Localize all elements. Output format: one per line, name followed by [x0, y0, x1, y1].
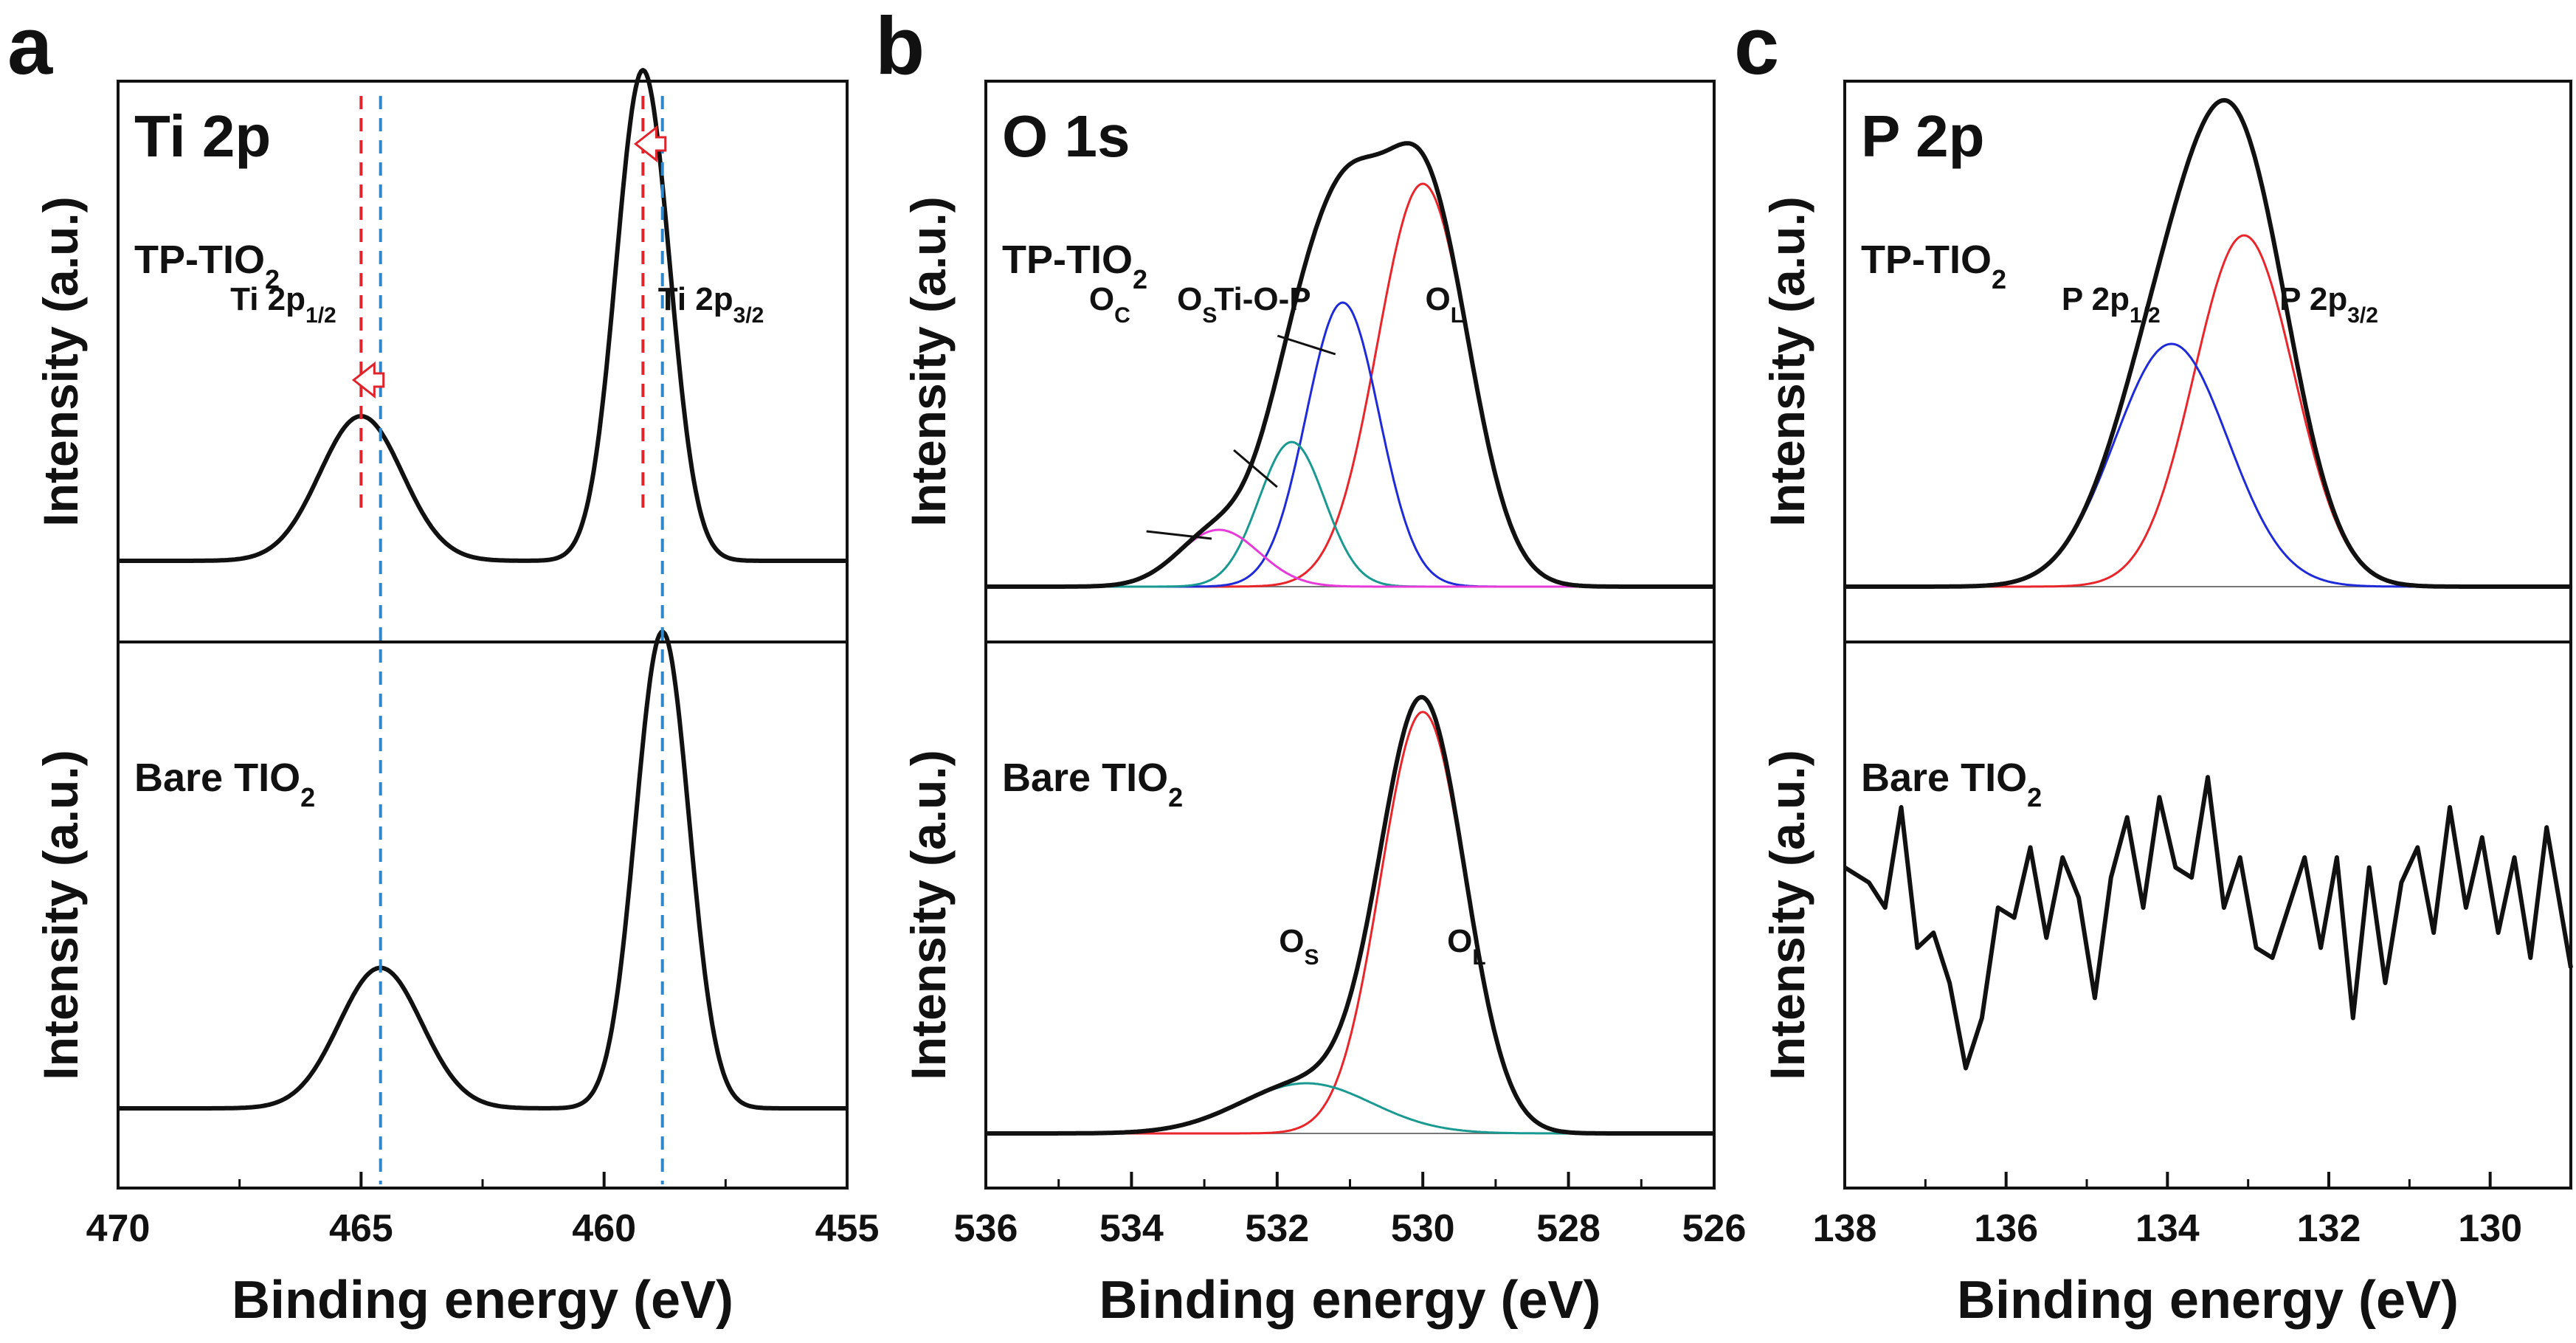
- x-tick-label: 134: [2135, 1207, 2200, 1250]
- peak-label: OL: [1426, 281, 1465, 328]
- x-tick-label: 136: [1974, 1207, 2038, 1250]
- component-O-S: [986, 1082, 1714, 1135]
- peak-label: OS: [1177, 281, 1217, 328]
- envelope-curve: [985, 141, 1715, 589]
- panel-c: 138 136 134 132 130 Binding energy (eV) Intens…: [1734, 1, 2573, 1330]
- x-tick-label: 470: [86, 1207, 151, 1250]
- envelope-curve: [117, 629, 848, 1111]
- peak-label: Ti 2p3/2: [658, 281, 764, 328]
- bottom-plot-frame: [1843, 641, 2572, 1190]
- component-P-2p1-2: [1845, 342, 2571, 588]
- x-axis-label: Binding energy (eV): [1957, 1271, 2459, 1330]
- noise-curve: [1843, 775, 2573, 1071]
- x-tick-label: 534: [1099, 1207, 1164, 1250]
- annotation-arrow-line: [1146, 530, 1212, 540]
- panel-letter: b: [875, 1, 925, 92]
- element-title: Ti 2p: [134, 103, 271, 169]
- shift-arrow: [351, 361, 385, 399]
- y-axis-label-bottom: Intensity (a.u.): [33, 750, 88, 1080]
- element-title: O 1s: [1002, 103, 1130, 169]
- component-P-2p3-2: [1845, 234, 2571, 588]
- x-tick-label: 138: [1813, 1207, 1877, 1250]
- y-axis-label-bottom: Intensity (a.u.): [1760, 750, 1814, 1080]
- peak-label: Ti 2p1/2: [230, 281, 336, 328]
- envelope-curve: [985, 694, 1715, 1136]
- bottom-plot-frame: [984, 641, 1716, 1190]
- peak-label: P 2p3/2: [2279, 281, 2378, 328]
- panel-letter: c: [1734, 1, 1779, 92]
- panel-letter: a: [7, 1, 53, 92]
- envelope-curve: [117, 68, 848, 563]
- x-tick-label: 530: [1391, 1207, 1455, 1250]
- x-axis-label: Binding energy (eV): [1099, 1271, 1600, 1330]
- y-axis-label-top: Intensity (a.u.): [901, 196, 956, 526]
- peak-label: OL: [1447, 923, 1486, 970]
- x-tick-label: 130: [2458, 1207, 2522, 1250]
- sample-label-bottom: Bare TIO2: [1861, 756, 2042, 812]
- peak-label: P 2p1/2: [2062, 281, 2161, 328]
- peak-label: OC: [1089, 281, 1130, 328]
- sample-label-bottom: Bare TIO2: [134, 756, 315, 812]
- panel-a: 470 465 460 455 Binding energy (eV) Intensity…: [7, 1, 879, 1330]
- x-tick-label: 132: [2297, 1207, 2361, 1250]
- panel-b: 536 534 532 530 528 526 Binding energy (eV) Int…: [875, 1, 1746, 1330]
- x-tick-label: 526: [1682, 1207, 1747, 1250]
- component-O-S: [986, 441, 1714, 588]
- y-axis-label-bottom: Intensity (a.u.): [901, 750, 956, 1080]
- x-tick-label: 460: [572, 1207, 636, 1250]
- element-title: P 2p: [1861, 103, 1985, 169]
- x-tick-label: 536: [954, 1207, 1018, 1250]
- sample-label-top: TP-TIO2: [134, 238, 280, 294]
- y-axis-label-top: Intensity (a.u.): [1760, 196, 1814, 526]
- x-axis-label: Binding energy (eV): [232, 1271, 733, 1330]
- peak-label: OS: [1279, 923, 1319, 970]
- x-tick-label: 528: [1536, 1207, 1600, 1250]
- sample-label-top: TP-TIO2: [1002, 238, 1147, 294]
- sample-label-top: TP-TIO2: [1861, 238, 2006, 294]
- annotation-arrow-line: [1233, 449, 1278, 488]
- component-Ti-O-P: [986, 301, 1714, 588]
- y-axis-label-top: Intensity (a.u.): [33, 196, 88, 526]
- x-tick-label: 532: [1245, 1207, 1309, 1250]
- x-tick-label: 465: [329, 1207, 393, 1250]
- x-tick-label: 455: [815, 1207, 880, 1250]
- shift-arrow: [633, 125, 667, 163]
- envelope-curve: [1844, 97, 2572, 589]
- peak-label: Ti-O-P: [1214, 281, 1311, 317]
- sample-label-bottom: Bare TIO2: [1002, 756, 1183, 812]
- annotation-arrow-line: [1277, 334, 1336, 356]
